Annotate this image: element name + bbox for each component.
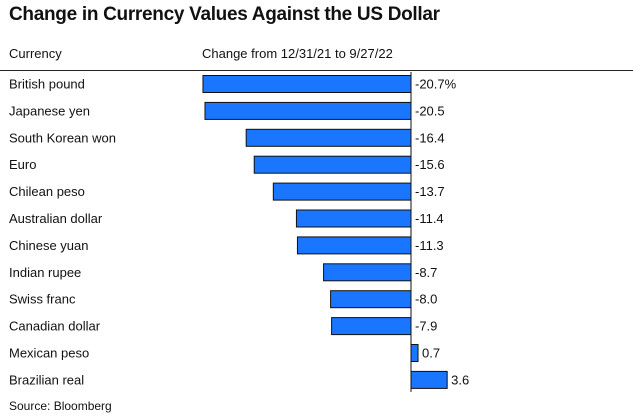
value-label: -20.5: [415, 103, 445, 118]
value-label: -7.9: [415, 319, 437, 334]
category-label: Chilean peso: [9, 184, 85, 199]
bar: [331, 317, 412, 336]
bar: [323, 263, 412, 282]
category-label: British pound: [9, 77, 85, 92]
bar: [410, 344, 419, 362]
value-label: -15.6: [415, 157, 445, 172]
bar: [202, 75, 412, 93]
value-label: 3.6: [451, 372, 469, 387]
bar: [245, 128, 412, 147]
value-label: -20.7%: [415, 77, 457, 92]
value-column-header: Change from 12/31/21 to 9/27/22: [202, 46, 393, 61]
category-label: Brazilian real: [9, 372, 84, 387]
category-label: Australian dollar: [9, 211, 103, 226]
value-label: -8.0: [415, 292, 437, 307]
category-label: Swiss franc: [9, 292, 76, 307]
value-label: -13.7: [415, 184, 445, 199]
bar: [272, 182, 412, 201]
chart-title: Change in Currency Values Against the US…: [9, 4, 440, 25]
bar: [410, 370, 448, 389]
category-label: Mexican peso: [9, 346, 89, 361]
category-label: Canadian dollar: [9, 319, 101, 334]
category-column-header: Currency: [9, 46, 62, 61]
category-label: South Korean won: [9, 130, 116, 145]
bar: [253, 155, 412, 174]
category-label: Indian rupee: [9, 265, 81, 280]
value-label: -11.4: [415, 211, 444, 226]
value-label: 0.7: [422, 346, 440, 361]
bar: [295, 209, 412, 228]
bar: [204, 101, 412, 120]
value-label: -11.3: [415, 238, 444, 253]
bar: [296, 236, 412, 255]
bar: [330, 290, 412, 309]
value-label: -8.7: [415, 265, 437, 280]
category-label: Euro: [9, 157, 36, 172]
source-note: Source: Bloomberg: [9, 399, 112, 413]
category-label: Chinese yuan: [9, 238, 89, 253]
category-label: Japanese yen: [9, 103, 90, 118]
value-label: -16.4: [415, 130, 445, 145]
header-rule: [0, 70, 633, 71]
